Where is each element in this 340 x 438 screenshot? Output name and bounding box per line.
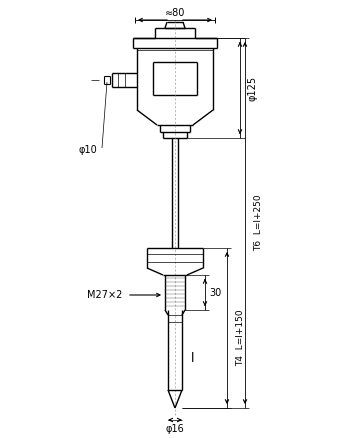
Text: M27×2: M27×2: [87, 290, 123, 300]
Text: ≈80: ≈80: [165, 8, 185, 18]
Text: φ10: φ10: [79, 145, 97, 155]
Text: φ125: φ125: [247, 75, 257, 101]
Text: φ16: φ16: [166, 424, 184, 434]
Text: l: l: [191, 352, 195, 364]
Text: T4  L=l+150: T4 L=l+150: [237, 310, 245, 366]
Text: 30: 30: [209, 287, 221, 297]
Text: T6  L=l+250: T6 L=l+250: [255, 194, 264, 251]
